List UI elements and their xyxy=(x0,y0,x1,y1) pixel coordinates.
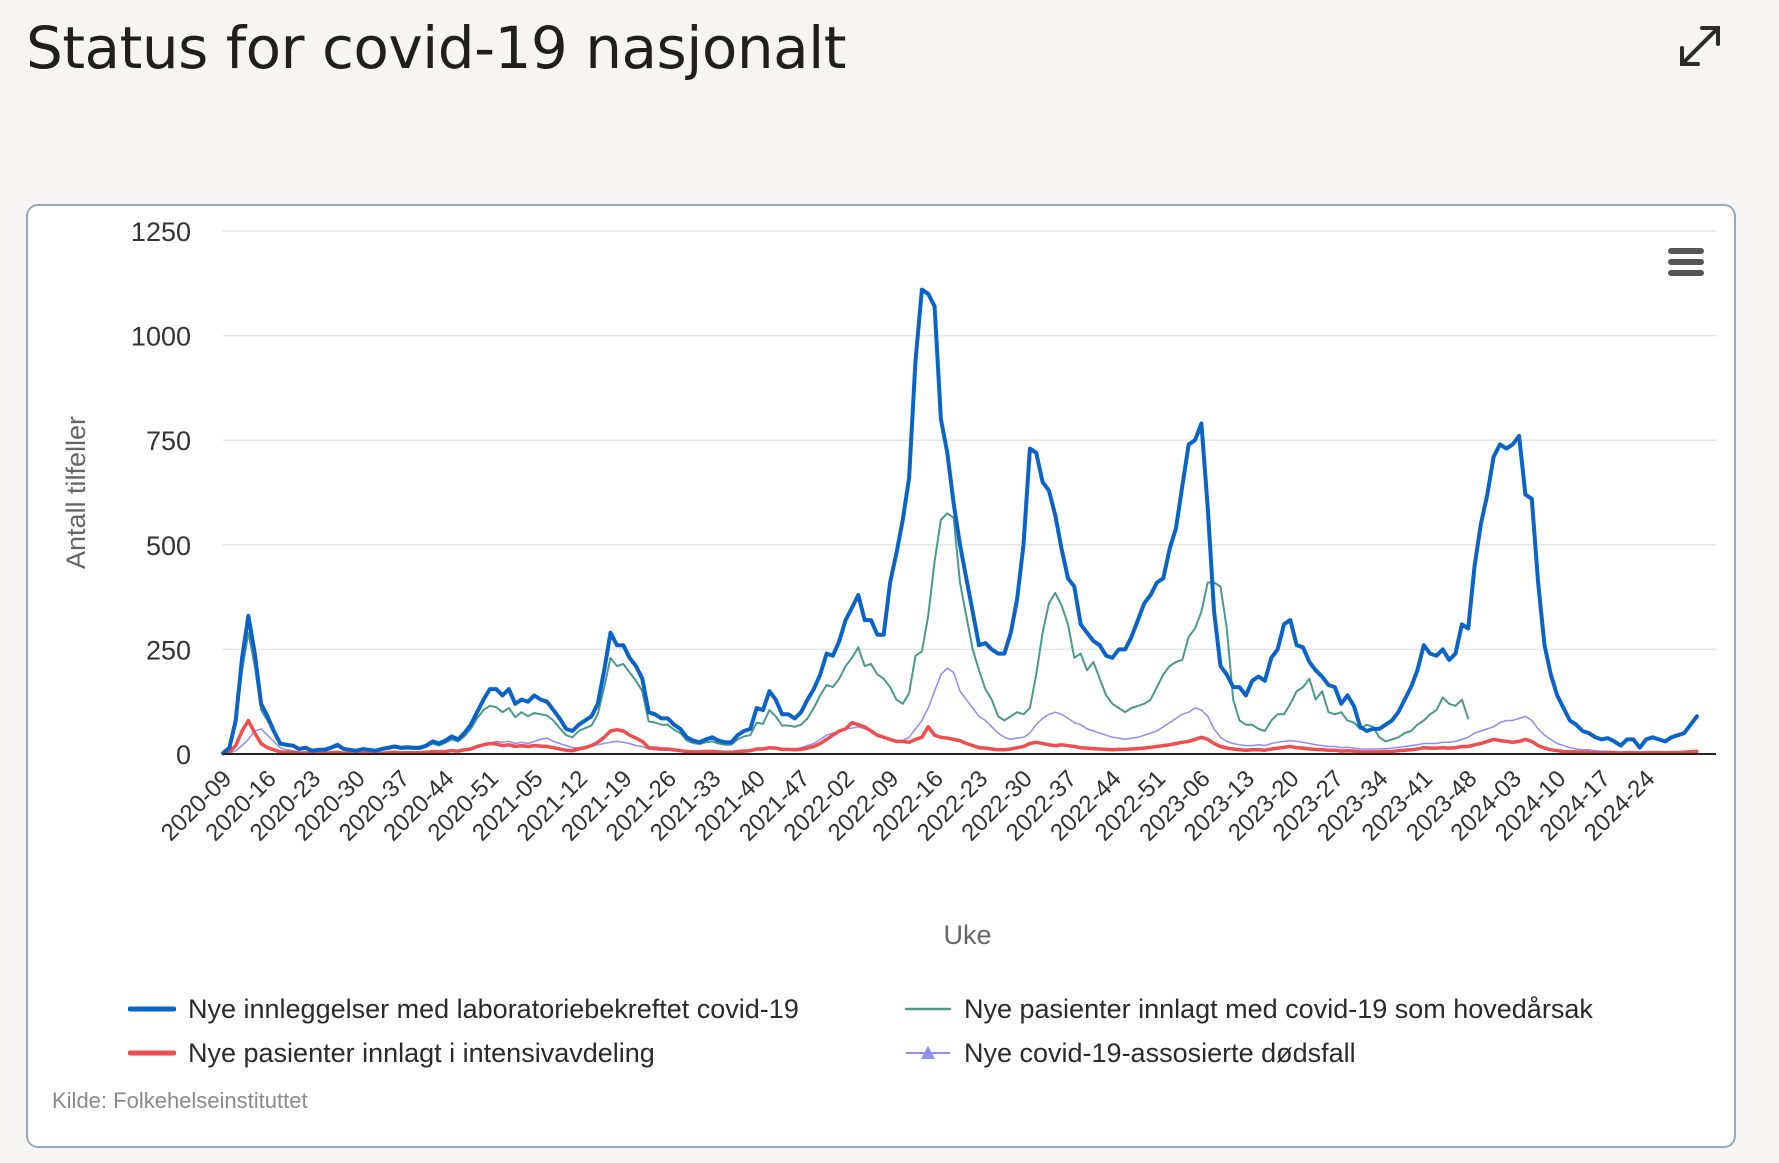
legend-label: Nye pasienter innlagt i intensivavdeling xyxy=(188,1037,655,1068)
y-tick-label: 1000 xyxy=(131,322,191,352)
legend-line-teal xyxy=(904,1007,952,1011)
chart-card: 0 250 500 750 1000 1250 Antall tilfeller 2020-0… xyxy=(26,204,1736,1148)
y-tick-label: 0 xyxy=(176,740,191,770)
series-line-1 xyxy=(221,287,1699,756)
legend-label: Nye innleggelser med laboratoriebekrefte… xyxy=(188,993,799,1024)
source-note: Kilde: Folkehelseinstituttet xyxy=(52,1088,308,1113)
y-axis-title: Antall tilfeller xyxy=(61,416,91,569)
legend-line-blue xyxy=(128,1006,176,1012)
page-title: Status for covid-19 nasjonalt xyxy=(26,14,847,82)
legend-item-intensiv[interactable]: Nye pasienter innlagt i intensivavdeling xyxy=(128,1036,655,1070)
y-tick-label: 250 xyxy=(146,635,191,665)
legend-line-red xyxy=(128,1050,176,1056)
legend-label: Nye pasienter innlagt med covid-19 som h… xyxy=(964,993,1593,1024)
expand-icon[interactable] xyxy=(1672,18,1728,74)
legend-item-innleggelser[interactable]: Nye innleggelser med laboratoriebekrefte… xyxy=(128,992,799,1026)
y-tick-label: 500 xyxy=(146,531,191,561)
x-axis-title: Uke xyxy=(943,920,991,950)
legend-line-purple xyxy=(906,1046,950,1059)
chart-menu-button[interactable] xyxy=(1660,242,1708,282)
y-tick-label: 1250 xyxy=(131,217,191,247)
legend-item-dodsfall[interactable]: Nye covid-19-assosierte dødsfall xyxy=(904,1036,1356,1070)
series-line-3 xyxy=(221,718,1699,756)
legend-item-hovedarsak[interactable]: Nye pasienter innlagt med covid-19 som h… xyxy=(904,992,1593,1026)
legend-label: Nye covid-19-assosierte dødsfall xyxy=(964,1037,1356,1068)
y-tick-label: 750 xyxy=(146,426,191,456)
